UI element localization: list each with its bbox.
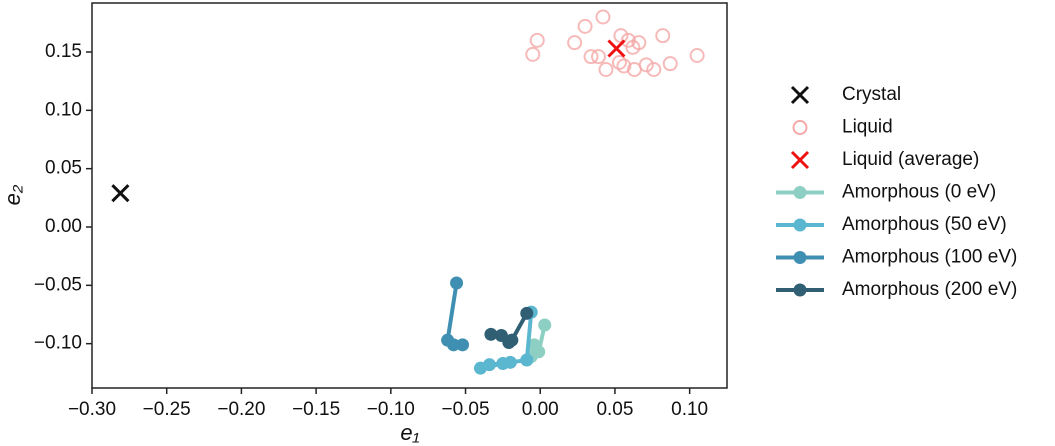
y-axis-label: e₂ — [0, 184, 25, 205]
point-marker — [538, 318, 552, 332]
circle-marker — [646, 62, 662, 77]
x-tick-label: −0.10 — [367, 399, 415, 420]
legend-label: Amorphous (200 eV) — [842, 279, 1017, 300]
legend-label: Crystal — [842, 84, 901, 105]
legend-marker — [793, 283, 807, 297]
point-marker — [527, 338, 541, 352]
circle-marker — [631, 35, 647, 51]
circle-marker — [591, 49, 607, 65]
point-marker — [450, 276, 464, 290]
circle-marker — [583, 49, 599, 65]
x-tick-label: −0.20 — [217, 399, 265, 420]
circle-marker — [662, 56, 678, 72]
legend-marker — [793, 251, 807, 264]
circle-marker — [595, 9, 611, 25]
legend-label: Liquid (average) — [842, 149, 979, 170]
circle-marker — [655, 28, 671, 44]
x-tick-label: −0.05 — [441, 399, 489, 420]
cross-marker — [111, 184, 130, 203]
legend-label: Amorphous (100 eV) — [842, 247, 1017, 268]
legend-marker — [790, 85, 810, 105]
y-tick-label: −0.05 — [34, 274, 82, 295]
x-axis-label: e₁ — [400, 420, 419, 445]
legend-marker — [790, 150, 810, 170]
circle-marker — [577, 18, 593, 34]
x-tick-label: 0.10 — [671, 399, 708, 420]
circle-marker — [689, 48, 705, 63]
y-tick-label: 0.10 — [45, 99, 82, 120]
point-marker — [456, 338, 470, 352]
x-tick-label: −0.30 — [68, 399, 116, 420]
circle-marker — [611, 55, 627, 70]
legend-label: Amorphous (50 eV) — [842, 214, 1007, 235]
point-marker — [502, 336, 516, 349]
circle-marker — [567, 35, 583, 51]
circle-marker — [598, 62, 614, 77]
plot-frame — [91, 2, 728, 389]
y-tick-label: −0.10 — [34, 333, 82, 354]
x-tick-label: −0.25 — [143, 399, 191, 420]
x-tick-label: 0.05 — [596, 399, 633, 420]
y-tick-label: 0.15 — [45, 41, 82, 62]
circle-marker — [525, 46, 541, 62]
y-tick-label: 0.00 — [45, 216, 82, 237]
cross-marker — [607, 39, 626, 58]
legend-marker — [793, 186, 807, 199]
legend-label: Liquid — [842, 117, 893, 138]
point-marker — [447, 338, 461, 352]
circle-marker — [529, 32, 545, 48]
legend-marker — [793, 218, 807, 232]
point-marker — [520, 306, 534, 320]
circle-marker — [616, 58, 632, 74]
legend-label: Amorphous (0 eV) — [842, 182, 996, 203]
x-tick-label: −0.15 — [292, 399, 340, 420]
legend-marker — [792, 120, 808, 135]
point-marker — [484, 327, 498, 341]
circle-marker — [638, 57, 654, 73]
y-tick-label: 0.05 — [45, 158, 82, 179]
point-marker — [520, 353, 534, 367]
x-tick-label: 0.00 — [522, 399, 559, 420]
point-marker — [482, 358, 496, 372]
point-marker — [503, 355, 517, 369]
